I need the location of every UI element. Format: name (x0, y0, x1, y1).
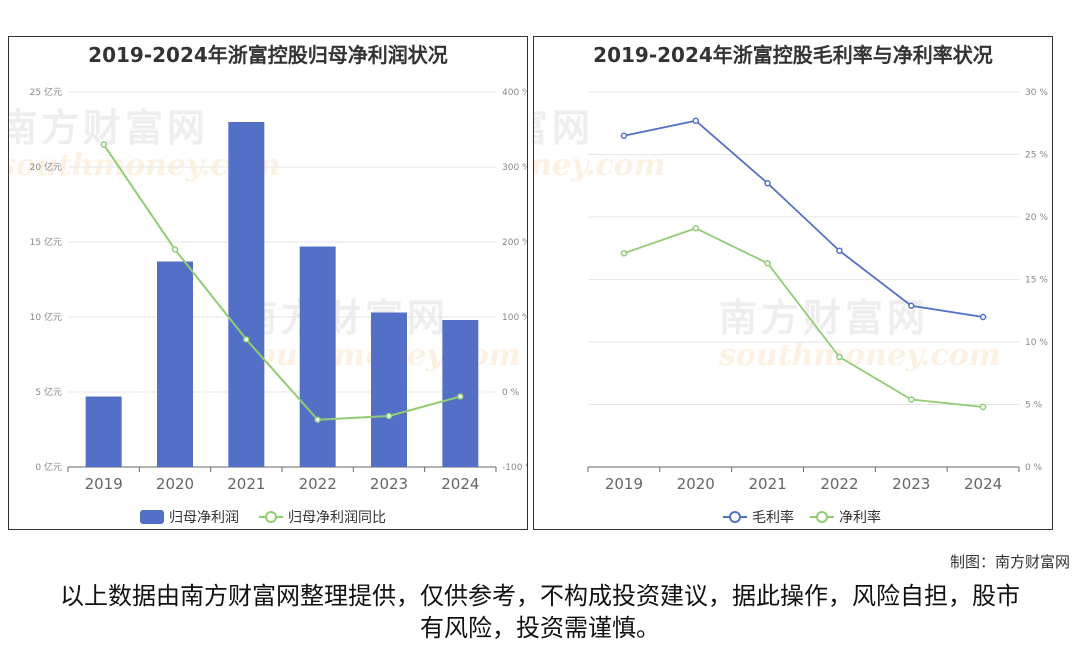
data-point (171, 246, 179, 253)
net-profit-chart: 0 亿元 5 亿元 10 亿元 15 亿元 20 亿元 25 亿元 -100 % 0 % 100… (30, 86, 528, 526)
data-point (908, 302, 915, 309)
y-left-tick-label: 20 亿元 (30, 161, 62, 173)
legend-swatch-bar (140, 510, 164, 524)
data-point (620, 132, 628, 139)
data-point (764, 180, 771, 187)
x-tick-label: 2023 (892, 475, 930, 493)
x-tick-label: 2020 (156, 475, 194, 493)
chart-credit: 制图：南方财富网 (949, 553, 1070, 571)
y-left-tick-label: 25 亿元 (30, 86, 62, 98)
x-tick-label: 2020 (677, 475, 715, 493)
x-tick-label: 2024 (964, 475, 1002, 493)
legend-label: 归母净利润同比 (288, 509, 386, 526)
data-point (692, 225, 699, 232)
bar (299, 246, 336, 467)
data-point (100, 141, 107, 148)
x-tick-label: 2021 (227, 475, 265, 493)
bar (85, 396, 122, 467)
x-tick-label: 2019 (605, 475, 643, 493)
bar (157, 261, 193, 467)
legend-label: 归母净利润 (169, 509, 239, 526)
data-point (836, 353, 843, 361)
legend-label: 毛利率 (752, 509, 794, 526)
bar (371, 312, 407, 467)
data-point (764, 260, 771, 267)
y-right-tick-label: 100 % (502, 313, 528, 323)
data-point (979, 403, 987, 411)
data-point (243, 336, 250, 343)
y-right-tick-label: 25 % (1025, 151, 1048, 161)
bar (228, 122, 265, 467)
chart-title: 2019-2024年浙富控股归母净利润状况 (88, 43, 448, 67)
x-tick-label: 2022 (820, 475, 858, 493)
y-right-tick-label: 400 % (502, 88, 528, 98)
legend-swatch-marker (729, 511, 741, 523)
data-point (620, 250, 628, 257)
y-left-tick-label: 15 亿元 (30, 236, 62, 248)
legend-label: 净利率 (839, 509, 881, 526)
x-tick-label: 2024 (441, 475, 479, 493)
data-point (457, 393, 464, 400)
x-tick-label: 2021 (748, 475, 786, 493)
disclaimer-text: 以上数据由南方财富网整理提供，仅供参考，不构成投资建议，据此操作，风险自担，股市… (60, 582, 1020, 642)
y-right-tick-label: 0 % (1025, 463, 1043, 473)
legend-swatch-marker (265, 511, 277, 523)
y-left-tick-label: 10 亿元 (30, 311, 62, 323)
y-right-tick-label: 300 % (502, 163, 528, 173)
data-point (979, 313, 987, 321)
series-line (623, 227, 984, 408)
chart-title: 2019-2024年浙富控股毛利率与净利率状况 (593, 43, 993, 67)
y-left-tick-label: 0 亿元 (35, 461, 62, 473)
margin-chart: 0 % 5 % 10 % 15 % 20 % 25 % 30 % 2019 2020 2021 20… (587, 88, 1048, 526)
y-right-tick-label: 0 % (502, 388, 520, 398)
x-tick-label: 2019 (85, 475, 123, 493)
y-right-tick-label: 200 % (502, 238, 528, 248)
y-right-tick-label: 20 % (1025, 213, 1048, 223)
data-point (836, 247, 843, 254)
x-tick-label: 2022 (299, 475, 337, 493)
series-line-yoy (102, 143, 461, 421)
y-right-tick-label: -100 % (502, 463, 528, 473)
y-right-tick-label: 5 % (1025, 401, 1043, 411)
data-point (314, 416, 321, 423)
x-tick-label: 2023 (370, 475, 408, 493)
data-point (692, 117, 699, 124)
data-point (385, 412, 393, 420)
y-left-tick-label: 5 亿元 (35, 386, 62, 398)
data-point (908, 396, 915, 403)
y-right-tick-label: 15 % (1025, 276, 1048, 286)
series-line (623, 119, 984, 318)
y-right-tick-label: 30 % (1025, 88, 1048, 98)
y-right-tick-label: 10 % (1025, 338, 1048, 348)
legend-swatch-marker (816, 511, 828, 523)
